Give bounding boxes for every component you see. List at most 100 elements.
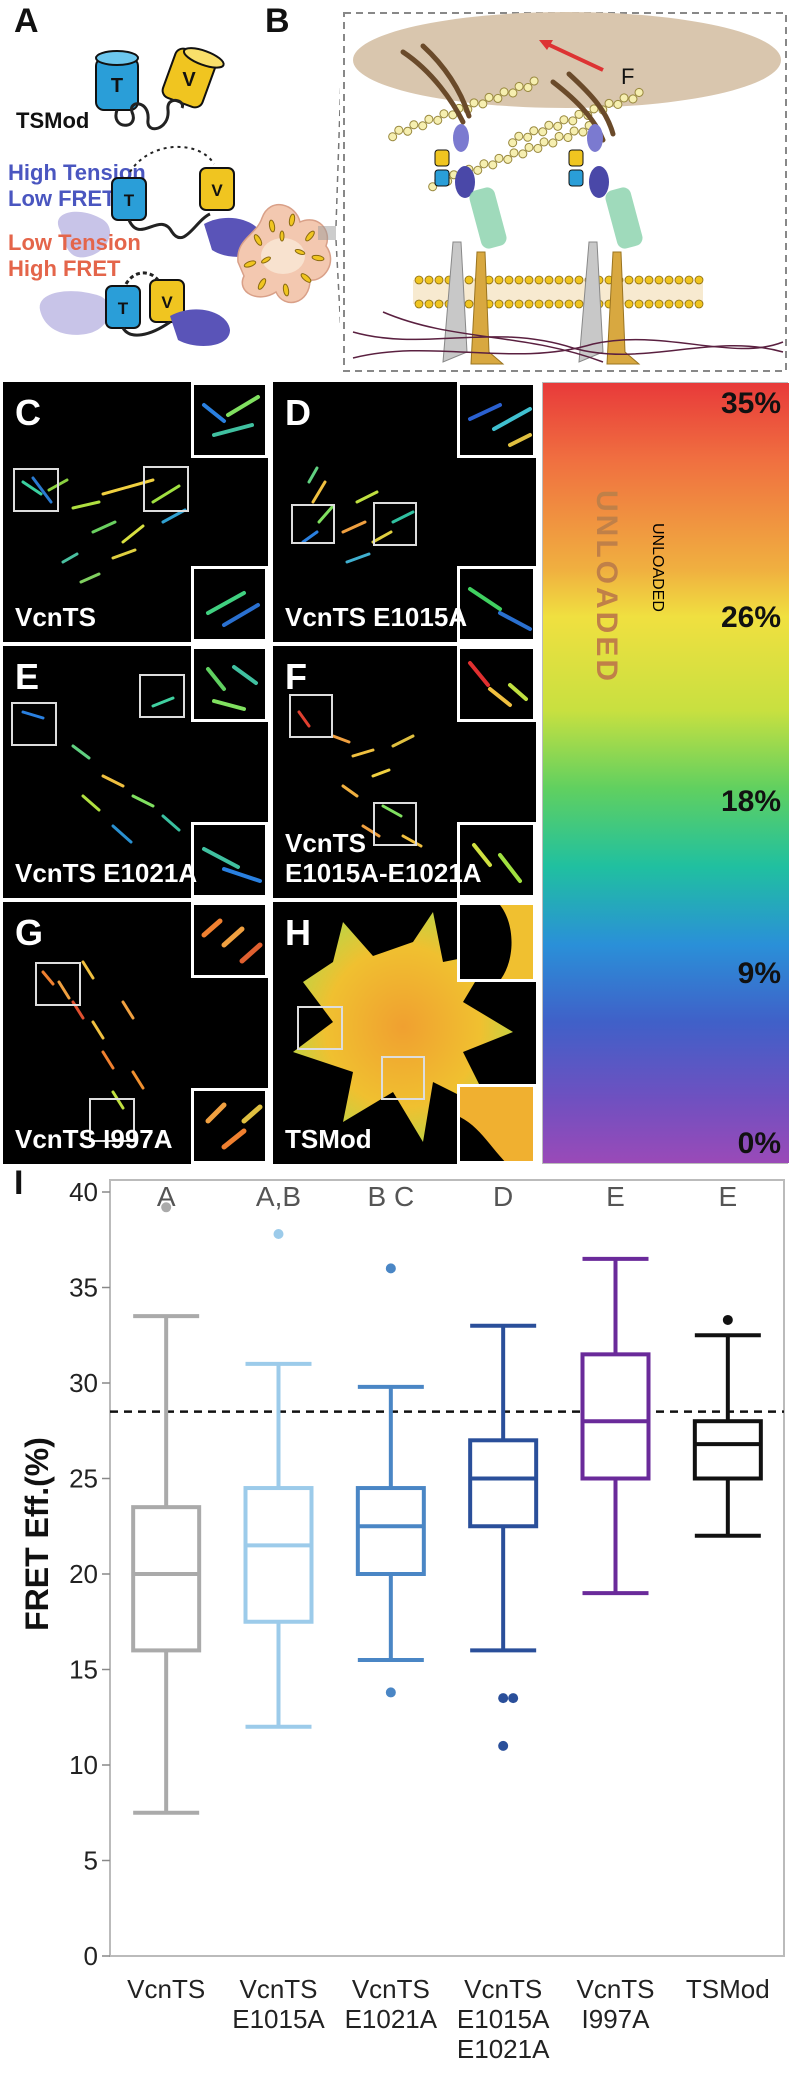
y-axis-label: FRET Eff.(%): [19, 1437, 55, 1631]
y-tick-label: 10: [69, 1750, 98, 1780]
box: [580, 1352, 651, 1481]
svg-text:T: T: [118, 299, 129, 318]
svg-text:V: V: [161, 293, 173, 312]
inset-bottom: [457, 822, 536, 898]
micrograph-letter: C: [15, 392, 41, 433]
micrograph-letter: G: [15, 912, 44, 953]
micrograph-caption: VcnTS I997A: [15, 1124, 173, 1154]
y-tick-label: 40: [69, 1177, 98, 1207]
inset-bottom: [191, 822, 268, 898]
x-category-label: TSMod: [686, 1974, 770, 2004]
panel-label-a: A: [14, 2, 39, 40]
myosin-icon: [400, 43, 616, 143]
significance-label: E: [718, 1181, 737, 1212]
force-label: F: [621, 64, 634, 89]
colorbar-tick-18: 18%: [720, 785, 781, 818]
fret-boxplot-chart: 0 5 10 15 20 25 30 35 40 FRET Eff.(%) A VcnTS A,B Vcn…: [19, 1177, 785, 2064]
schematic-b: F: [343, 12, 787, 372]
inset-top: [191, 382, 268, 458]
box: [355, 1486, 426, 1576]
x-category-label: VcnTS: [127, 1974, 205, 2004]
adhesion-pattern-g: [41, 960, 145, 1110]
outlier-point: [498, 1740, 509, 1751]
low-tension-sensor-icon: T V: [39, 271, 230, 346]
inset-bottom: [191, 566, 268, 642]
outlier-point: [385, 1263, 396, 1274]
colorbar-gradient: [543, 383, 789, 1163]
svg-text:T: T: [124, 191, 135, 210]
micrograph-caption: TSMod: [285, 1124, 372, 1154]
y-tick-label: 25: [69, 1464, 98, 1494]
significance-label: B C: [367, 1181, 414, 1212]
adhesion-pattern-d: [301, 466, 415, 564]
t-label: T: [111, 75, 123, 97]
outlier-point: [498, 1693, 509, 1704]
x-category-label: VcnTS: [352, 1974, 430, 2004]
y-tick-label: 0: [84, 1941, 98, 1971]
significance-label: E: [606, 1181, 625, 1212]
x-category-label: E1021A: [345, 2004, 438, 2034]
tsmod-sensor-icon: T V: [95, 47, 225, 131]
tsmod-label: TSMod: [16, 108, 89, 133]
outlier-point: [722, 1314, 733, 1325]
box: [243, 1486, 314, 1624]
colorbar-tick-26: 26%: [720, 601, 781, 634]
schematic-a: T V TSMod High Tension Low FRET T V Low …: [8, 47, 340, 346]
micrograph-caption: VcnTS E1015A: [285, 602, 468, 632]
adhesion-pattern-e: [21, 696, 181, 844]
box: [692, 1419, 763, 1481]
inset-bottom: [457, 566, 536, 642]
micrograph-caption: VcnTS: [15, 602, 96, 632]
inset-bottom: [457, 1084, 536, 1164]
outlier-point: [273, 1229, 284, 1240]
force-arrow-icon: [542, 40, 604, 72]
vinculin-sensor-icon: [434, 124, 609, 198]
colorbar-tick-0: 0%: [737, 1127, 781, 1160]
inset-top: [191, 646, 268, 722]
micrograph-e: E VcnTS E1021A: [3, 646, 268, 898]
inset-top: [191, 902, 268, 978]
micrograph-caption: VcnTS E1015A-E1021A: [285, 828, 482, 888]
plot-frame: [109, 1179, 785, 1957]
cell-illustration: [237, 203, 336, 304]
x-category-label: E1021A: [457, 2034, 550, 2064]
micrograph-caption: VcnTS E1021A: [15, 858, 198, 888]
x-category-label: E1015A: [232, 2004, 325, 2034]
x-category-label: VcnTS: [239, 1974, 317, 2004]
micrograph-f: F VcnTS E1015A-E1021A: [273, 646, 536, 898]
y-tick-label: 5: [84, 1846, 98, 1876]
micrograph-letter: D: [285, 392, 311, 433]
inset-top: [457, 902, 536, 982]
y-tick-label: 15: [69, 1655, 98, 1685]
significance-label: D: [493, 1181, 513, 1212]
y-tick-label: 30: [69, 1368, 98, 1398]
micrograph-letter: F: [285, 656, 307, 697]
inset-top: [457, 646, 536, 722]
micrograph-letter: E: [15, 656, 40, 697]
x-category-label: E1015A: [457, 2004, 550, 2034]
y-tick-label: 35: [69, 1273, 98, 1303]
micrograph-d: D VcnTS E1015A: [273, 382, 536, 642]
x-category-label: VcnTS: [576, 1974, 654, 2004]
significance-label: A,B: [256, 1181, 301, 1212]
inset-top: [457, 382, 536, 458]
micrograph-c: C VcnTS: [3, 382, 268, 642]
x-category-label: I997A: [582, 2004, 651, 2034]
inset-bottom: [191, 1088, 268, 1164]
micrograph-letter: H: [285, 912, 311, 953]
fret-colorbar: UNLOADED 35% 26% 18% 9% 0%: [542, 382, 789, 1164]
panel-label-i: I: [14, 1164, 24, 1202]
colorbar-tick-35: 35%: [720, 387, 781, 420]
box: [468, 1438, 539, 1529]
colorbar-tick-9: 9%: [737, 957, 781, 990]
box: [131, 1505, 202, 1653]
y-tick-label: 20: [69, 1559, 98, 1589]
actin-filament-icon: [388, 76, 644, 192]
colorbar-unloaded-text: UNLOADED: [590, 490, 623, 684]
outlier-point: [385, 1687, 396, 1698]
outlier-point: [161, 1202, 172, 1213]
low-tension-label: Low Tension: [8, 230, 141, 255]
high-fret-label: High FRET: [8, 256, 121, 281]
integrin-icon: [442, 241, 641, 365]
micrograph-g: G VcnTS I997A: [3, 902, 268, 1164]
